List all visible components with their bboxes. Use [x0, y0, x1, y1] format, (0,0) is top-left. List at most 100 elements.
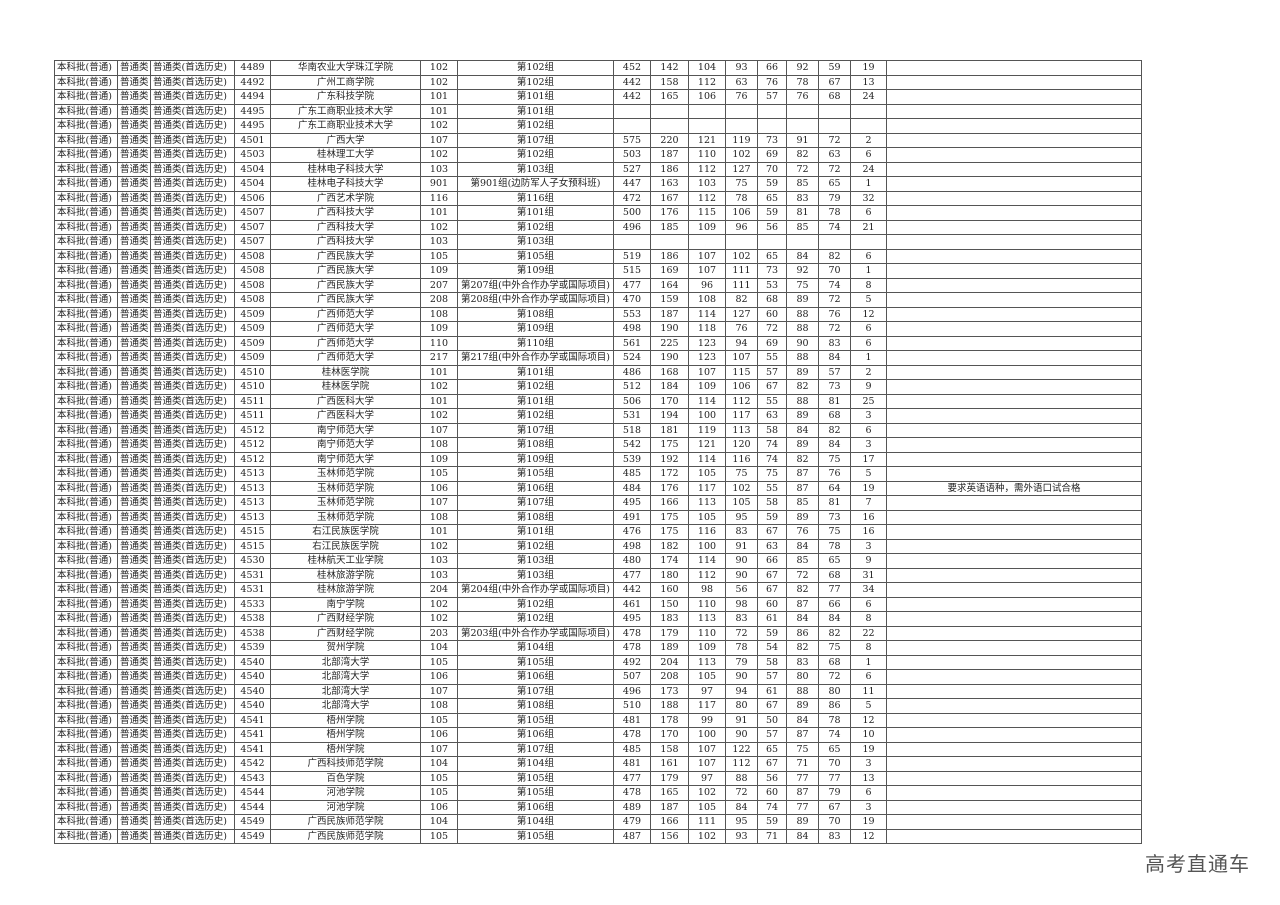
cell-school-code: 4513: [234, 480, 271, 496]
cell-score-math: 121: [688, 437, 726, 453]
cell-batch: 本科批(普通): [54, 437, 118, 453]
cell-school-name: 北部湾大学: [270, 683, 421, 699]
cell-school-code: 4538: [234, 625, 271, 641]
cell-group-name: 第108组: [457, 306, 614, 322]
cell-batch: 本科批(普通): [54, 567, 118, 583]
cell-score-elective1: 67: [757, 582, 787, 598]
cell-school-name: 广西师范大学: [270, 321, 421, 337]
cell-batch: 本科批(普通): [54, 60, 118, 76]
cell-batch: 本科批(普通): [54, 814, 118, 830]
table-row: 本科批(普通) 普通类 普通类(首选历史) 4509 广西师范大学 108 第108组 553…: [54, 306, 1142, 322]
cell-score-elective3: 64: [818, 480, 851, 496]
table-row: 本科批(普通) 普通类 普通类(首选历史) 4508 广西民族大学 207 第207组(中外…: [54, 277, 1142, 293]
cell-remarks: [886, 495, 1142, 511]
cell-score-foreign: 106: [725, 205, 758, 221]
cell-batch: 本科批(普通): [54, 350, 118, 366]
cell-min-score: 478: [613, 640, 651, 656]
cell-min-score: 524: [613, 350, 651, 366]
cell-score-elective1: 60: [757, 306, 787, 322]
cell-score-elective1: 58: [757, 495, 787, 511]
cell-school-name: 广西民族师范学院: [270, 814, 421, 830]
cell-score-chinese: 179: [650, 625, 689, 641]
cell-subject-type: 普通类(首选历史): [150, 74, 235, 90]
cell-group-code: 105: [420, 770, 458, 786]
cell-remarks: [886, 292, 1142, 308]
cell-group-name: 第108组: [457, 509, 614, 525]
cell-remarks: [886, 683, 1142, 699]
cell-score-foreign: 93: [725, 828, 758, 844]
cell-min-score: 510: [613, 698, 651, 714]
cell-batch: 本科批(普通): [54, 669, 118, 685]
cell-subject-type: 普通类(首选历史): [150, 654, 235, 670]
cell-group-name: 第208组(中外合作办学或国际项目): [457, 292, 614, 308]
cell-school-name: 南宁师范大学: [270, 437, 421, 453]
cell-rank-count: 1: [850, 263, 887, 279]
cell-score-math: 106: [688, 89, 726, 105]
table-row: 本科批(普通) 普通类 普通类(首选历史) 4507 广西科技大学 102 第102组 496…: [54, 219, 1142, 235]
cell-remarks: [886, 509, 1142, 525]
cell-score-elective2: 89: [786, 814, 819, 830]
cell-subject-type: 普通类(首选历史): [150, 437, 235, 453]
cell-category: 普通类: [117, 814, 151, 830]
cell-score-elective3: 75: [818, 640, 851, 656]
cell-remarks: [886, 263, 1142, 279]
cell-rank-count: [850, 234, 887, 250]
cell-subject-type: 普通类(首选历史): [150, 350, 235, 366]
cell-school-name: 南宁学院: [270, 596, 421, 612]
cell-school-code: 4541: [234, 712, 271, 728]
cell-score-elective3: 73: [818, 379, 851, 395]
table-row: 本科批(普通) 普通类 普通类(首选历史) 4512 南宁师范大学 108 第108组 542…: [54, 437, 1142, 453]
cell-score-chinese: 150: [650, 596, 689, 612]
cell-school-name: 广西科技师范学院: [270, 756, 421, 772]
cell-school-name: 桂林医学院: [270, 379, 421, 395]
cell-category: 普通类: [117, 596, 151, 612]
cell-rank-count: 16: [850, 509, 887, 525]
cell-score-foreign: 111: [725, 277, 758, 293]
table-row: 本科批(普通) 普通类 普通类(首选历史) 4512 南宁师范大学 107 第107组 518…: [54, 422, 1142, 438]
cell-score-elective2: 87: [786, 727, 819, 743]
cell-score-elective1: 65: [757, 741, 787, 757]
cell-school-code: 4541: [234, 741, 271, 757]
cell-category: 普通类: [117, 190, 151, 206]
cell-school-name: 广西民族大学: [270, 277, 421, 293]
cell-school-name: 广西民族大学: [270, 292, 421, 308]
cell-score-chinese: 172: [650, 466, 689, 482]
table-row: 本科批(普通) 普通类 普通类(首选历史) 4511 广西医科大学 102 第102组 531…: [54, 408, 1142, 424]
table-row: 本科批(普通) 普通类 普通类(首选历史) 4512 南宁师范大学 109 第109组 539…: [54, 451, 1142, 467]
cell-school-name: 广西艺术学院: [270, 190, 421, 206]
cell-min-score: 507: [613, 669, 651, 685]
cell-score-elective1: 56: [757, 219, 787, 235]
cell-score-chinese: 181: [650, 422, 689, 438]
cell-category: 普通类: [117, 654, 151, 670]
cell-batch: 本科批(普通): [54, 712, 118, 728]
cell-score-chinese: 188: [650, 698, 689, 714]
cell-category: 普通类: [117, 611, 151, 627]
cell-rank-count: 16: [850, 524, 887, 540]
cell-score-elective2: 89: [786, 408, 819, 424]
cell-score-foreign: 72: [725, 785, 758, 801]
cell-score-elective2: 75: [786, 741, 819, 757]
cell-score-math: 114: [688, 553, 726, 569]
cell-min-score: 484: [613, 480, 651, 496]
cell-score-elective2: 84: [786, 248, 819, 264]
cell-group-name: 第104组: [457, 756, 614, 772]
cell-remarks: [886, 422, 1142, 438]
cell-rank-count: 1: [850, 654, 887, 670]
cell-remarks: [886, 770, 1142, 786]
table-row: 本科批(普通) 普通类 普通类(首选历史) 4508 广西民族大学 105 第105组 519…: [54, 248, 1142, 264]
table-row: 本科批(普通) 普通类 普通类(首选历史) 4509 广西师范大学 217 第217组(中外…: [54, 350, 1142, 366]
cell-group-code: 107: [420, 683, 458, 699]
cell-remarks: [886, 567, 1142, 583]
table-row: 本科批(普通) 普通类 普通类(首选历史) 4509 广西师范大学 110 第110组 561…: [54, 335, 1142, 351]
cell-group-code: 116: [420, 190, 458, 206]
cell-category: 普通类: [117, 234, 151, 250]
cell-score-elective3: 84: [818, 611, 851, 627]
cell-subject-type: 普通类(首选历史): [150, 770, 235, 786]
cell-rank-count: 19: [850, 60, 887, 76]
table-row: 本科批(普通) 普通类 普通类(首选历史) 4543 百色学院 105 第105组 477 17…: [54, 770, 1142, 786]
cell-min-score: 496: [613, 219, 651, 235]
cell-score-chinese: 179: [650, 770, 689, 786]
cell-school-code: 4540: [234, 698, 271, 714]
cell-score-elective1: 74: [757, 799, 787, 815]
cell-batch: 本科批(普通): [54, 828, 118, 844]
